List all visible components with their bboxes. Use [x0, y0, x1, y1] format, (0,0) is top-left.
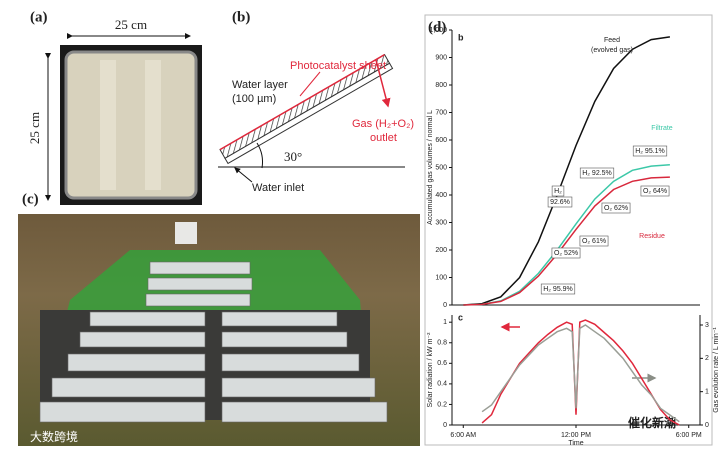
inlet-label: Water inlet: [252, 182, 304, 194]
annotation: Filtrate: [651, 125, 673, 132]
y-tick-label: 200: [435, 247, 447, 254]
y-tick-label: 1: [443, 319, 447, 326]
y-tick-label: 0.2: [437, 401, 447, 408]
dimension-label: 25 cm: [27, 112, 42, 144]
y-axis-label: Solar radiation / kW m⁻²: [427, 332, 434, 408]
annotation: Feed: [604, 37, 620, 44]
y2-tick-label: 1: [705, 389, 709, 396]
annotation: (evolved gas): [591, 47, 633, 54]
building: [175, 222, 197, 244]
y2-tick-label: 3: [705, 322, 709, 329]
panel-a: (a) 25 cm 25 cm: [27, 9, 202, 205]
annotation: O₂ 61%: [582, 238, 606, 245]
panel-label: (a): [30, 9, 48, 25]
water-layer-label: Water layer: [232, 79, 288, 91]
annotation-box: [540, 283, 576, 295]
inlet-arrow: [234, 167, 253, 183]
annotation: H₂: [554, 188, 562, 195]
gas-arrow: [375, 59, 391, 108]
gas-label: Gas (H₂+O₂): [352, 118, 414, 130]
subpanel-label: c: [458, 312, 463, 322]
annotation-box: [632, 145, 668, 157]
panel-d: (d) b c 催化新潮: [424, 14, 713, 446]
angle-arc: [256, 142, 263, 169]
thickness-label: (100 µm): [232, 93, 276, 105]
series-line: [481, 324, 680, 423]
y-tick-label: 0.6: [437, 360, 447, 367]
y-tick-label: 900: [435, 54, 447, 61]
x-tick-label: 6:00 PM: [676, 432, 702, 439]
y-tick-label: 400: [435, 192, 447, 199]
sheet-label: Photocatalyst sheet: [290, 60, 386, 72]
watermark: 催化新潮: [628, 415, 676, 430]
y2-tick-label: 2: [705, 355, 709, 362]
y-tick-label: 100: [435, 274, 447, 281]
annotation: O₂ 62%: [604, 205, 628, 212]
subpanel-label: b: [458, 32, 464, 42]
charts: 01002003004005006007008009001,000Accumul…: [427, 27, 720, 447]
x-axis-label: Time: [568, 440, 583, 447]
annotation: H₂ 95.9%: [543, 286, 573, 293]
sheet-line: [219, 53, 385, 151]
annotation-box: [579, 235, 609, 247]
y-tick-label: 0.8: [437, 340, 447, 347]
outlet-label: outlet: [370, 132, 397, 144]
y-tick-label: 300: [435, 219, 447, 226]
annotation-box: [547, 196, 573, 208]
x-tick-label: 12:00 PM: [561, 432, 591, 439]
annotation-box: [579, 167, 615, 179]
annotation-box: [640, 185, 670, 197]
series-line: [463, 36, 671, 306]
annotation: O₂ 64%: [643, 188, 667, 195]
watermark: 大数跨境: [30, 429, 78, 444]
panel-rows: [39, 261, 388, 423]
y-tick-label: 500: [435, 164, 447, 171]
annotation: H₂ 95.1%: [635, 148, 665, 155]
base-plate: [224, 62, 394, 165]
y-axis-label: Accumulated gas volumes / normal L: [427, 110, 434, 225]
photocatalyst-sheet: [64, 50, 198, 200]
y-tick-label: 0: [443, 302, 447, 309]
annotation: H₂ 92.5%: [582, 170, 612, 177]
y-tick-label: 700: [435, 109, 447, 116]
angle-label: 30°: [284, 149, 302, 164]
annotation-box: [551, 185, 565, 197]
y2-tick-label: 0: [705, 422, 709, 429]
y-tick-label: 800: [435, 82, 447, 89]
series-line: [463, 176, 670, 306]
annotation-box: [551, 247, 581, 259]
y2-axis-label: Gas evolution rate / L min⁻¹: [713, 327, 720, 413]
sheet-stripe: [100, 60, 116, 190]
panel-frame: [424, 14, 713, 446]
y-tick-label: 1,000: [429, 27, 447, 34]
dimension-label: 25 cm: [115, 17, 147, 32]
panel-label: (b): [232, 9, 250, 25]
y-tick-label: 600: [435, 137, 447, 144]
sheet-stripe: [145, 60, 161, 190]
panel-c: (c) 大数跨境: [18, 191, 420, 446]
annotation: Residue: [639, 233, 665, 240]
annotation: 92.6%: [550, 199, 570, 206]
reactor: [219, 53, 394, 165]
y-tick-label: 0: [443, 422, 447, 429]
panel-label: (d): [428, 19, 446, 35]
annotation: O₂ 52%: [554, 250, 578, 257]
annotation-box: [601, 202, 631, 214]
y-tick-label: 0.4: [437, 381, 447, 388]
panel-label: (c): [22, 191, 39, 207]
leader: [299, 71, 321, 97]
x-tick-label: 6:00 AM: [450, 432, 476, 439]
panel-b: (b) 30° Photocatalyst sheet Water layer …: [218, 9, 414, 194]
